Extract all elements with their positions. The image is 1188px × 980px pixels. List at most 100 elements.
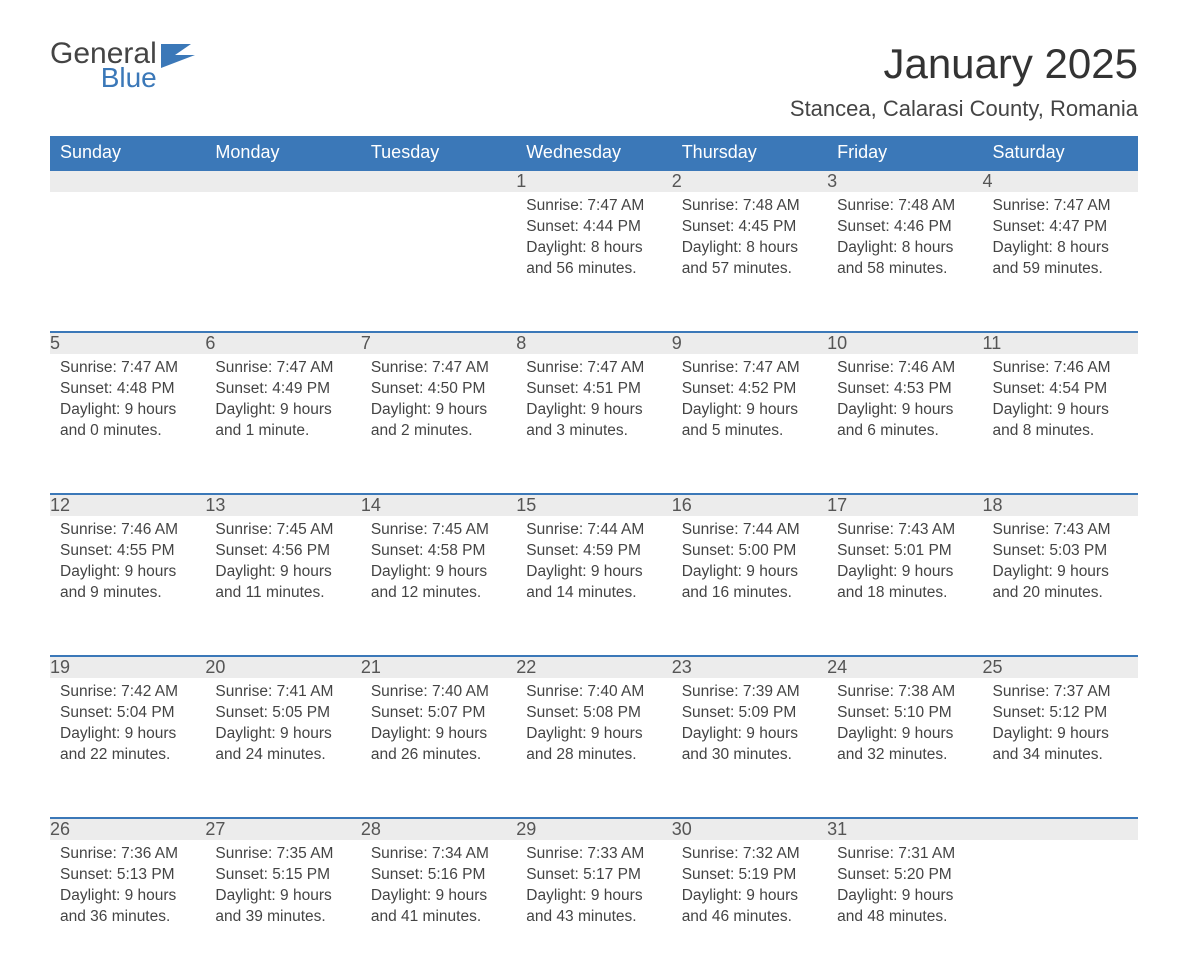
month-title: January 2025 [790,40,1138,88]
day-number: 22 [516,656,671,678]
day-cell: Sunrise: 7:47 AMSunset: 4:51 PMDaylight:… [516,354,671,494]
daylight-line: and 59 minutes. [993,259,1128,280]
daylight-line: and 58 minutes. [837,259,972,280]
sunrise-line: Sunrise: 7:40 AM [371,682,506,703]
sunrise-line: Sunrise: 7:34 AM [371,844,506,865]
daylight-line: and 41 minutes. [371,907,506,928]
daylight-line: Daylight: 9 hours [837,724,972,745]
day-number: 1 [516,170,671,192]
daylight-line: Daylight: 9 hours [215,400,350,421]
day-body: Sunrise: 7:36 AMSunset: 5:13 PMDaylight:… [50,840,205,944]
day-body: Sunrise: 7:41 AMSunset: 5:05 PMDaylight:… [205,678,360,782]
week-daynum-row: 567891011 [50,332,1138,354]
day-number: 5 [50,332,205,354]
sunset-line: Sunset: 5:03 PM [993,541,1128,562]
day-cell: Sunrise: 7:34 AMSunset: 5:16 PMDaylight:… [361,840,516,980]
day-body: Sunrise: 7:46 AMSunset: 4:54 PMDaylight:… [983,354,1138,458]
daylight-line: and 1 minute. [215,421,350,442]
daylight-line: Daylight: 8 hours [993,238,1128,259]
sunrise-line: Sunrise: 7:45 AM [371,520,506,541]
daylight-line: Daylight: 9 hours [215,562,350,583]
day-body: Sunrise: 7:47 AMSunset: 4:49 PMDaylight:… [205,354,360,458]
daylight-line: and 6 minutes. [837,421,972,442]
daylight-line: Daylight: 8 hours [526,238,661,259]
day-body: Sunrise: 7:39 AMSunset: 5:09 PMDaylight:… [672,678,827,782]
daylight-line: Daylight: 9 hours [526,724,661,745]
day-cell: Sunrise: 7:45 AMSunset: 4:56 PMDaylight:… [205,516,360,656]
day-body: Sunrise: 7:40 AMSunset: 5:08 PMDaylight:… [516,678,671,782]
sunrise-line: Sunrise: 7:38 AM [837,682,972,703]
week-daynum-row: 12131415161718 [50,494,1138,516]
daylight-line: and 34 minutes. [993,745,1128,766]
calendar-body: 1234Sunrise: 7:47 AMSunset: 4:44 PMDayli… [50,170,1138,980]
sunrise-line: Sunrise: 7:48 AM [837,196,972,217]
daylight-line: Daylight: 9 hours [60,400,195,421]
daylight-line: Daylight: 9 hours [837,562,972,583]
daylight-line: Daylight: 9 hours [993,724,1128,745]
day-cell: Sunrise: 7:39 AMSunset: 5:09 PMDaylight:… [672,678,827,818]
weekday-header: Friday [827,136,982,170]
sunset-line: Sunset: 4:49 PM [215,379,350,400]
empty-cell [205,170,360,192]
day-body: Sunrise: 7:45 AMSunset: 4:58 PMDaylight:… [361,516,516,620]
daylight-line: and 18 minutes. [837,583,972,604]
day-number: 10 [827,332,982,354]
daylight-line: and 11 minutes. [215,583,350,604]
daylight-line: Daylight: 9 hours [371,724,506,745]
daylight-line: Daylight: 8 hours [837,238,972,259]
daylight-line: and 43 minutes. [526,907,661,928]
sunrise-line: Sunrise: 7:46 AM [993,358,1128,379]
calendar-header-row: SundayMondayTuesdayWednesdayThursdayFrid… [50,136,1138,170]
daylight-line: and 12 minutes. [371,583,506,604]
sunset-line: Sunset: 4:50 PM [371,379,506,400]
day-number: 26 [50,818,205,840]
day-number: 7 [361,332,516,354]
daylight-line: and 56 minutes. [526,259,661,280]
day-number: 9 [672,332,827,354]
daylight-line: Daylight: 8 hours [682,238,817,259]
sunset-line: Sunset: 5:13 PM [60,865,195,886]
day-number: 23 [672,656,827,678]
sunset-line: Sunset: 5:19 PM [682,865,817,886]
day-number: 2 [672,170,827,192]
weekday-header: Monday [205,136,360,170]
sunset-line: Sunset: 4:54 PM [993,379,1128,400]
day-number: 13 [205,494,360,516]
daylight-line: and 20 minutes. [993,583,1128,604]
daylight-line: Daylight: 9 hours [526,886,661,907]
daylight-line: Daylight: 9 hours [682,562,817,583]
day-cell: Sunrise: 7:36 AMSunset: 5:13 PMDaylight:… [50,840,205,980]
weekday-header: Saturday [983,136,1138,170]
week-daynum-row: 19202122232425 [50,656,1138,678]
daylight-line: Daylight: 9 hours [215,886,350,907]
day-body: Sunrise: 7:47 AMSunset: 4:51 PMDaylight:… [516,354,671,458]
weekday-header: Thursday [672,136,827,170]
day-cell: Sunrise: 7:45 AMSunset: 4:58 PMDaylight:… [361,516,516,656]
daylight-line: Daylight: 9 hours [60,562,195,583]
sunrise-line: Sunrise: 7:35 AM [215,844,350,865]
daylight-line: Daylight: 9 hours [682,400,817,421]
day-cell: Sunrise: 7:44 AMSunset: 4:59 PMDaylight:… [516,516,671,656]
sunrise-line: Sunrise: 7:47 AM [526,196,661,217]
sunset-line: Sunset: 4:53 PM [837,379,972,400]
sunrise-line: Sunrise: 7:48 AM [682,196,817,217]
week-body-row: Sunrise: 7:47 AMSunset: 4:48 PMDaylight:… [50,354,1138,494]
day-body: Sunrise: 7:46 AMSunset: 4:55 PMDaylight:… [50,516,205,620]
day-body: Sunrise: 7:47 AMSunset: 4:52 PMDaylight:… [672,354,827,458]
day-cell: Sunrise: 7:37 AMSunset: 5:12 PMDaylight:… [983,678,1138,818]
sunrise-line: Sunrise: 7:39 AM [682,682,817,703]
sunset-line: Sunset: 4:59 PM [526,541,661,562]
day-body: Sunrise: 7:48 AMSunset: 4:46 PMDaylight:… [827,192,982,296]
day-number: 19 [50,656,205,678]
day-cell: Sunrise: 7:40 AMSunset: 5:07 PMDaylight:… [361,678,516,818]
empty-cell [983,818,1138,840]
daylight-line: Daylight: 9 hours [993,562,1128,583]
sunset-line: Sunset: 5:16 PM [371,865,506,886]
sunset-line: Sunset: 4:51 PM [526,379,661,400]
empty-cell [50,192,205,332]
day-number: 17 [827,494,982,516]
daylight-line: Daylight: 9 hours [682,886,817,907]
day-number: 24 [827,656,982,678]
daylight-line: and 0 minutes. [60,421,195,442]
day-body: Sunrise: 7:43 AMSunset: 5:01 PMDaylight:… [827,516,982,620]
